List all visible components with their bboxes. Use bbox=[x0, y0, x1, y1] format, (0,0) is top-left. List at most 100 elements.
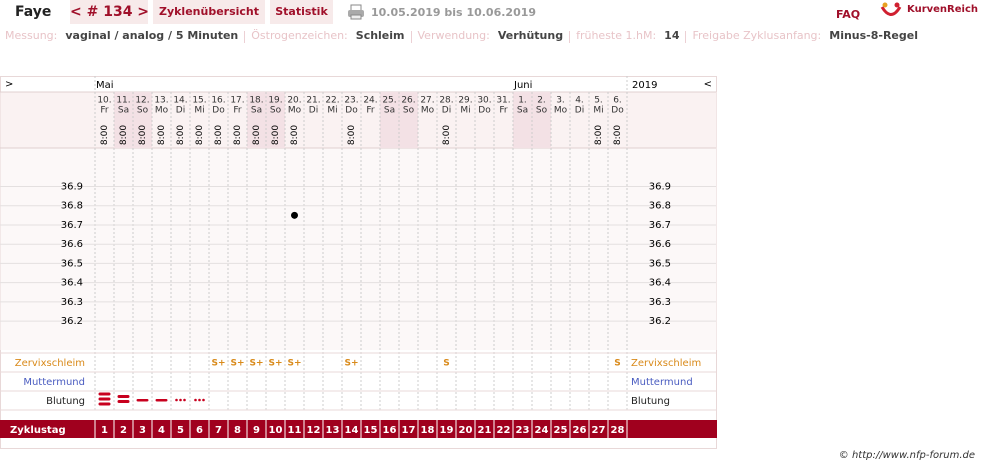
day-date: 26. bbox=[401, 96, 415, 106]
day-time: 8:00 bbox=[119, 125, 129, 145]
y-tick-label: 36.8 bbox=[61, 201, 83, 212]
day-time: 8:00 bbox=[271, 125, 281, 145]
y-tick-label: 36.9 bbox=[61, 181, 83, 192]
y-tick-label: 36.6 bbox=[61, 239, 83, 250]
bleeding-bar bbox=[98, 392, 111, 396]
faq-link[interactable]: FAQ bbox=[836, 8, 861, 21]
day-weekday: Do bbox=[611, 106, 624, 116]
day-weekday: Di bbox=[176, 106, 185, 116]
month-label: Mai bbox=[96, 80, 114, 91]
logo[interactable]: KurvenReich bbox=[907, 4, 979, 15]
day-weekday: Fr bbox=[366, 106, 375, 116]
day-time: 8:00 bbox=[233, 125, 243, 145]
info-label: Freigabe Zyklusanfang: bbox=[692, 29, 822, 42]
info-value: Verhütung bbox=[497, 29, 564, 42]
day-weekday: Mo bbox=[155, 106, 169, 116]
day-date: 2. bbox=[537, 96, 546, 106]
day-date: 27. bbox=[420, 96, 434, 106]
day-weekday: Mo bbox=[288, 106, 302, 116]
day-date: 19. bbox=[268, 96, 282, 106]
day-weekday: Sa bbox=[251, 106, 262, 116]
day-time: 8:00 bbox=[214, 125, 224, 145]
day-weekday: Sa bbox=[517, 106, 528, 116]
bleeding-mark bbox=[155, 399, 168, 402]
tab[interactable]: Zyklenübersicht bbox=[153, 0, 265, 24]
day-weekday: Mi bbox=[194, 106, 204, 116]
y-tick-label: 36.2 bbox=[649, 316, 671, 327]
cervix-mark: S+ bbox=[287, 359, 301, 369]
nav-next: < bbox=[704, 79, 712, 90]
weekend-column bbox=[114, 92, 133, 148]
cycle-nav[interactable]: < # 134 > bbox=[70, 0, 149, 24]
date-range: 10.05.2019 bis 10.06.2019 bbox=[371, 6, 537, 19]
logo-icon bbox=[880, 2, 902, 16]
cycle-day: 11 bbox=[288, 425, 302, 436]
day-weekday: So bbox=[536, 106, 548, 116]
cycle-day: 4 bbox=[158, 425, 165, 436]
cycle-day: 17 bbox=[402, 425, 416, 436]
cycle-day: 20 bbox=[459, 425, 473, 436]
bleeding-mark bbox=[117, 395, 130, 403]
day-time: 8:00 bbox=[594, 125, 604, 145]
day-time: 8:00 bbox=[195, 125, 205, 145]
info-bar: Messung: vaginal / analog / 5 Minuten Östr… bbox=[5, 29, 918, 43]
day-weekday: So bbox=[270, 106, 282, 116]
cycle-day: 8 bbox=[234, 425, 241, 436]
nav-prev: > bbox=[5, 79, 13, 90]
temperature-point bbox=[291, 211, 298, 219]
info-item: Östrogenzeichen: Schleim bbox=[251, 29, 404, 43]
cervix-mark: S bbox=[614, 359, 620, 369]
weekend-column bbox=[399, 92, 418, 148]
day-weekday: Fr bbox=[499, 106, 508, 116]
day-weekday: So bbox=[403, 106, 415, 116]
row-label: Blutung bbox=[631, 396, 670, 407]
info-item: früheste 1.hM: 14 bbox=[576, 29, 679, 43]
y-tick-label: 36.3 bbox=[61, 297, 83, 308]
bleeding-bar bbox=[117, 400, 130, 403]
day-weekday: So bbox=[137, 106, 149, 116]
day-weekday: Di bbox=[575, 106, 584, 116]
bleeding-bar bbox=[136, 399, 149, 402]
weekend-column bbox=[133, 92, 152, 148]
cycle-day: 22 bbox=[497, 425, 511, 436]
bleeding-bar bbox=[98, 402, 111, 406]
cervix-mark: S+ bbox=[268, 359, 282, 369]
day-date: 21. bbox=[306, 96, 320, 106]
cycle-day: 13 bbox=[326, 425, 340, 436]
day-date: 16. bbox=[211, 96, 225, 106]
day-weekday: Di bbox=[442, 106, 451, 116]
cycle-day-label: Zyklustag bbox=[10, 425, 66, 436]
day-date: 6. bbox=[613, 96, 622, 106]
bleeding-bar bbox=[98, 397, 111, 401]
cycle-day: 24 bbox=[535, 425, 549, 436]
y-tick-label: 36.2 bbox=[61, 316, 83, 327]
cycle-day: 9 bbox=[253, 425, 260, 436]
day-weekday: Do bbox=[345, 106, 358, 116]
day-weekday: Do bbox=[478, 106, 491, 116]
day-date: 11. bbox=[116, 96, 130, 106]
day-date: 18. bbox=[249, 96, 263, 106]
day-weekday: Sa bbox=[384, 106, 395, 116]
cycle-day: 21 bbox=[478, 425, 492, 436]
day-date: 3. bbox=[556, 96, 565, 106]
tab[interactable]: Statistik bbox=[270, 0, 333, 24]
bleeding-mark bbox=[175, 398, 186, 402]
y-tick-label: 36.6 bbox=[649, 239, 671, 250]
cycle-day: 12 bbox=[307, 425, 321, 436]
print-icon[interactable] bbox=[347, 4, 365, 20]
separator bbox=[685, 31, 687, 43]
cycle-day: 2 bbox=[120, 425, 127, 436]
day-date: 25. bbox=[382, 96, 396, 106]
y-tick-label: 36.4 bbox=[649, 278, 671, 289]
info-label: früheste 1.hM: bbox=[576, 29, 657, 42]
day-weekday: Sa bbox=[118, 106, 129, 116]
day-time: 8:00 bbox=[252, 125, 262, 145]
info-label: Verwendung: bbox=[417, 29, 490, 42]
info-item: Messung: vaginal / analog / 5 Minuten bbox=[5, 29, 238, 43]
day-date: 14. bbox=[173, 96, 187, 106]
cycle-day: 6 bbox=[196, 425, 203, 436]
y-tick-label: 36.7 bbox=[61, 220, 83, 231]
day-weekday: Mo bbox=[554, 106, 568, 116]
day-time: 8:00 bbox=[157, 125, 167, 145]
